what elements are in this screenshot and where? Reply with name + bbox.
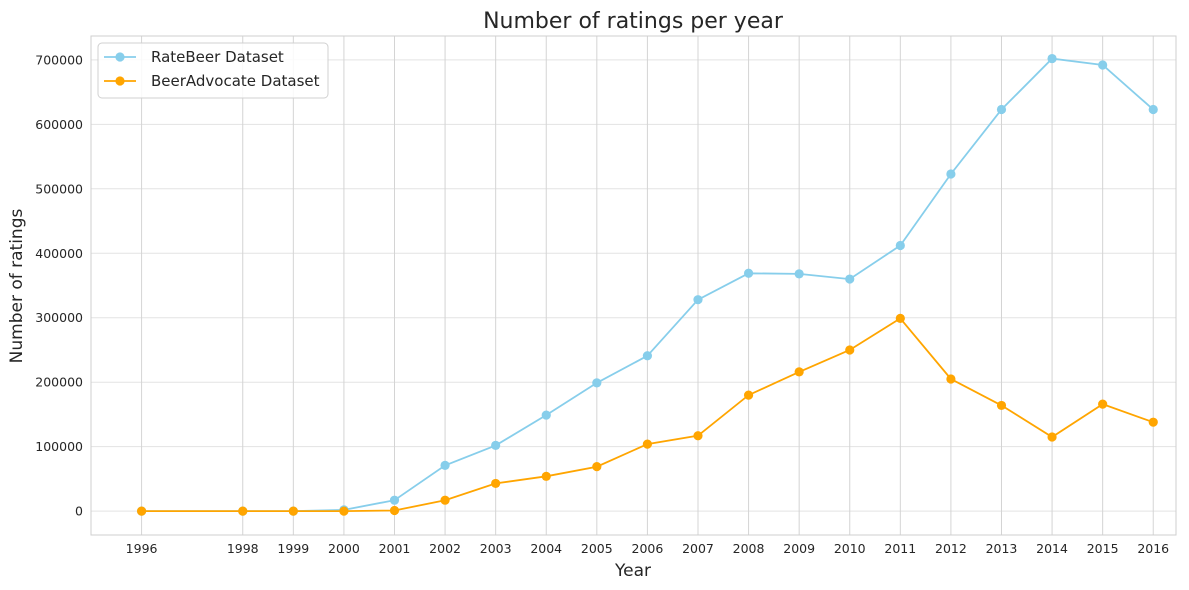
x-tick-label: 2014 [1036,541,1068,556]
data-point [592,378,602,388]
data-point [1047,53,1057,64]
data-point [743,268,754,278]
data-point [845,274,855,284]
data-point [339,506,349,516]
x-axis-label: Year [614,561,651,581]
legend-label: RateBeer Dataset [151,48,284,66]
x-tick-label: 2010 [834,541,866,556]
x-tick-label: 2001 [379,541,411,556]
x-tick-label: 2011 [884,541,916,556]
data-point [238,506,248,516]
y-tick-label: 500000 [35,181,83,196]
x-tick-label: 2015 [1087,541,1119,556]
chart-title: Number of ratings per year [483,9,784,34]
data-point [794,367,804,377]
x-tick-label: 2008 [733,541,765,556]
x-tick-label: 2003 [480,541,512,556]
y-tick-label: 600000 [35,117,83,132]
y-tick-label: 200000 [35,375,83,390]
y-tick-label: 700000 [35,52,83,67]
data-point [1148,417,1158,427]
x-tick-label: 2007 [682,541,714,556]
x-tick-label: 2013 [986,541,1018,556]
x-tick-label: 2016 [1137,541,1169,556]
data-point [693,431,703,441]
data-point [794,269,804,279]
data-point [845,345,855,355]
data-point [440,495,450,505]
series-ratebeer [136,53,1158,516]
data-point [541,471,551,481]
y-tick-label: 0 [75,504,83,519]
data-point [642,439,653,449]
data-point [541,410,551,420]
data-point [389,495,400,505]
data-point [996,400,1007,411]
y-axis: 0 100000 200000 300000 400000 500000 600000 700… [35,52,83,518]
legend-swatch-marker [115,52,125,62]
series-line [141,317,1154,513]
data-point [491,440,501,450]
data-point [895,240,905,251]
x-tick-label: 2002 [429,541,461,556]
data-point [491,478,501,489]
series-beeradvocate [136,313,1158,516]
legend-item: RateBeer Dataset [104,48,284,66]
data-point [996,104,1007,115]
data-point [946,169,956,179]
data-point [693,295,703,305]
data-point [1148,104,1158,115]
data-point [946,374,956,384]
data-point [743,390,754,400]
series-layer [136,53,1158,516]
x-tick-label: 2012 [935,541,967,556]
plot-background [91,36,1176,535]
data-point [895,313,905,323]
data-point [1098,60,1108,70]
y-tick-label: 400000 [35,246,83,261]
x-tick-label: 1998 [227,541,259,556]
data-point [1047,432,1057,442]
x-tick-label: 2004 [530,541,562,556]
x-tick-label: 2005 [581,541,613,556]
grid [91,36,1176,535]
y-tick-label: 300000 [35,310,83,325]
plot-frame [90,35,1177,536]
y-axis-label: Number of ratings [7,209,27,364]
x-tick-label: 2009 [783,541,815,556]
x-tick-label: 1999 [277,541,309,556]
data-point [1098,399,1108,409]
legend-label: BeerAdvocate Dataset [151,72,320,90]
legend-swatch-marker [115,76,125,86]
data-point [288,506,298,516]
legend-item: BeerAdvocate Dataset [104,72,320,90]
data-point [440,460,450,470]
data-point [389,505,400,516]
x-axis: 1996 1998 1999 2000 2001 2002 2003 2004 2005 2006… [126,541,1170,556]
data-point [136,506,147,516]
y-tick-label: 100000 [35,439,83,454]
x-tick-label: 1996 [126,541,158,556]
x-tick-label: 2006 [632,541,664,556]
x-tick-label: 2000 [328,541,360,556]
legend-box [97,42,329,99]
series-line [141,57,1154,513]
data-point [592,462,602,472]
legend: RateBeer Dataset BeerAdvocate Dataset [97,42,329,99]
data-point [642,351,653,361]
